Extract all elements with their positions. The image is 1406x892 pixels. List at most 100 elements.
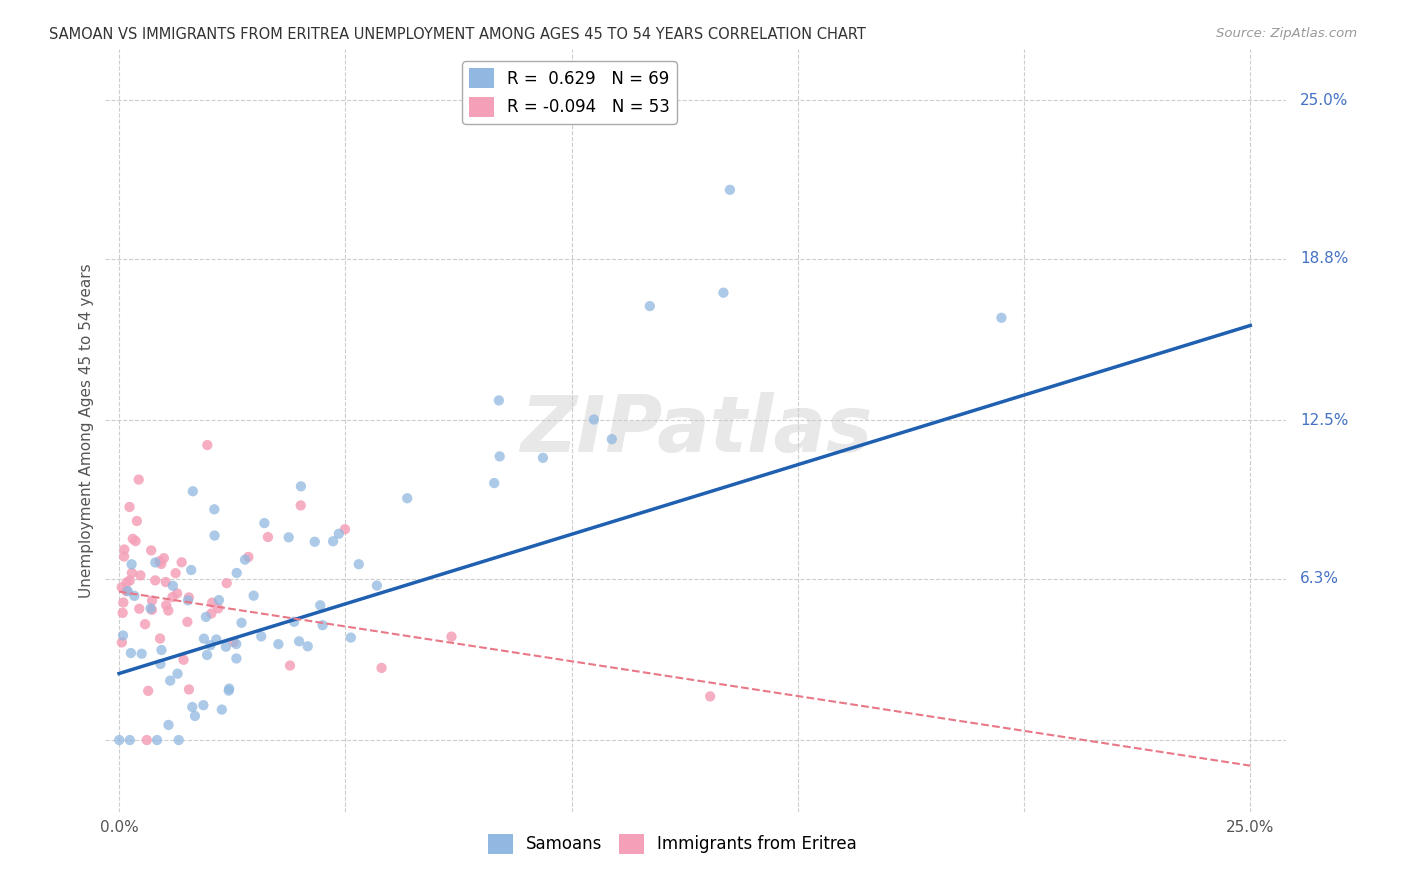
Point bbox=[149, 554, 172, 568]
Point bbox=[129, 568, 152, 582]
Point bbox=[211, 703, 233, 717]
Point bbox=[124, 534, 146, 549]
Point bbox=[124, 589, 146, 603]
Point bbox=[111, 580, 134, 594]
Point bbox=[638, 299, 661, 313]
Point bbox=[990, 310, 1012, 325]
Point bbox=[157, 603, 180, 617]
Point bbox=[162, 579, 184, 593]
Point bbox=[166, 666, 188, 681]
Point bbox=[205, 632, 228, 647]
Point bbox=[115, 584, 138, 599]
Point bbox=[225, 651, 247, 665]
Point bbox=[167, 733, 190, 747]
Point bbox=[222, 635, 245, 649]
Point bbox=[208, 593, 231, 607]
Point bbox=[112, 595, 135, 609]
Point bbox=[155, 598, 177, 612]
Point bbox=[162, 590, 184, 604]
Point bbox=[184, 709, 207, 723]
Point bbox=[181, 700, 204, 714]
Point bbox=[149, 657, 172, 671]
Y-axis label: Unemployment Among Ages 45 to 54 years: Unemployment Among Ages 45 to 54 years bbox=[79, 263, 94, 598]
Point bbox=[713, 285, 735, 300]
Point bbox=[328, 526, 350, 541]
Point bbox=[484, 476, 506, 491]
Point bbox=[277, 530, 299, 544]
Point bbox=[233, 552, 256, 566]
Point bbox=[718, 183, 741, 197]
Point bbox=[253, 516, 276, 530]
Point bbox=[150, 557, 173, 571]
Point bbox=[135, 733, 157, 747]
Point bbox=[118, 500, 141, 514]
Text: Source: ZipAtlas.com: Source: ZipAtlas.com bbox=[1216, 27, 1357, 40]
Point bbox=[121, 532, 143, 546]
Text: SAMOAN VS IMMIGRANTS FROM ERITREA UNEMPLOYMENT AMONG AGES 45 TO 54 YEARS CORRELA: SAMOAN VS IMMIGRANTS FROM ERITREA UNEMPL… bbox=[49, 27, 866, 42]
Point bbox=[141, 593, 163, 607]
Point bbox=[111, 635, 134, 649]
Text: ZIPatlas: ZIPatlas bbox=[520, 392, 872, 468]
Point bbox=[278, 658, 301, 673]
Point bbox=[218, 683, 240, 698]
Point bbox=[112, 542, 135, 557]
Point bbox=[297, 640, 319, 654]
Point bbox=[304, 534, 326, 549]
Point bbox=[108, 733, 131, 747]
Point bbox=[166, 586, 188, 600]
Point bbox=[120, 646, 142, 660]
Point bbox=[370, 661, 392, 675]
Point bbox=[176, 615, 198, 629]
Point bbox=[322, 534, 344, 549]
Point bbox=[111, 628, 134, 642]
Point bbox=[134, 617, 156, 632]
Point bbox=[181, 484, 204, 499]
Point bbox=[311, 618, 333, 632]
Point bbox=[180, 563, 202, 577]
Point bbox=[115, 575, 138, 590]
Point bbox=[177, 682, 200, 697]
Point bbox=[193, 632, 215, 646]
Point bbox=[238, 549, 260, 564]
Point bbox=[531, 450, 554, 465]
Point bbox=[396, 491, 419, 506]
Text: 18.8%: 18.8% bbox=[1301, 252, 1348, 267]
Point bbox=[143, 556, 166, 570]
Point bbox=[201, 596, 224, 610]
Point bbox=[488, 450, 510, 464]
Point bbox=[149, 632, 172, 646]
Point bbox=[131, 647, 153, 661]
Point bbox=[170, 555, 193, 569]
Point bbox=[204, 528, 226, 542]
Point bbox=[141, 603, 163, 617]
Point bbox=[215, 640, 238, 654]
Point bbox=[173, 653, 195, 667]
Point bbox=[225, 637, 247, 651]
Point bbox=[150, 643, 173, 657]
Point bbox=[333, 522, 356, 536]
Point bbox=[195, 438, 218, 452]
Point bbox=[488, 393, 510, 408]
Point bbox=[195, 648, 218, 662]
Point bbox=[118, 574, 141, 588]
Point bbox=[290, 499, 312, 513]
Point bbox=[440, 630, 463, 644]
Point bbox=[257, 530, 280, 544]
Point bbox=[143, 574, 166, 588]
Point bbox=[139, 601, 162, 615]
Point bbox=[159, 673, 181, 688]
Point bbox=[146, 733, 169, 747]
Point bbox=[128, 601, 150, 615]
Point bbox=[366, 578, 388, 592]
Point bbox=[215, 576, 238, 591]
Point bbox=[231, 615, 253, 630]
Point bbox=[290, 479, 312, 493]
Point bbox=[121, 558, 143, 572]
Point bbox=[340, 631, 363, 645]
Point bbox=[112, 549, 135, 564]
Point bbox=[699, 690, 721, 704]
Legend: Samoans, Immigrants from Eritrea: Samoans, Immigrants from Eritrea bbox=[481, 827, 863, 861]
Point bbox=[207, 601, 229, 615]
Point bbox=[200, 638, 222, 652]
Point bbox=[177, 593, 200, 607]
